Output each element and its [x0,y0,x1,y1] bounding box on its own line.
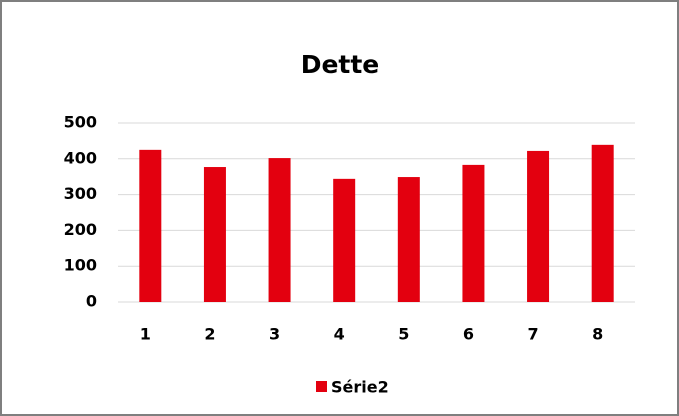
bar [397,177,420,302]
x-tick-label: 5 [398,325,409,344]
x-tick-label: 6 [463,325,474,344]
y-tick-label: 300 [64,184,97,203]
chart-title: Dette [301,50,380,79]
x-tick-label: 3 [269,325,280,344]
y-tick-label: 0 [86,292,97,311]
legend-swatch [316,381,327,392]
bar [462,164,485,302]
x-tick-label: 8 [592,325,603,344]
y-tick-label: 200 [64,220,97,239]
y-tick-label: 100 [64,256,97,275]
bar [139,149,162,302]
bar [527,150,550,302]
bar [591,144,614,302]
x-tick-label: 2 [204,325,215,344]
y-tick-label: 500 [64,113,97,132]
bar [268,158,291,302]
bar [333,178,356,302]
x-tick-label: 1 [140,325,151,344]
x-tick-label: 7 [527,325,538,344]
x-tick-label: 4 [334,325,345,344]
bar [203,167,226,302]
y-tick-label: 400 [64,148,97,167]
legend-label: Série2 [331,378,389,397]
